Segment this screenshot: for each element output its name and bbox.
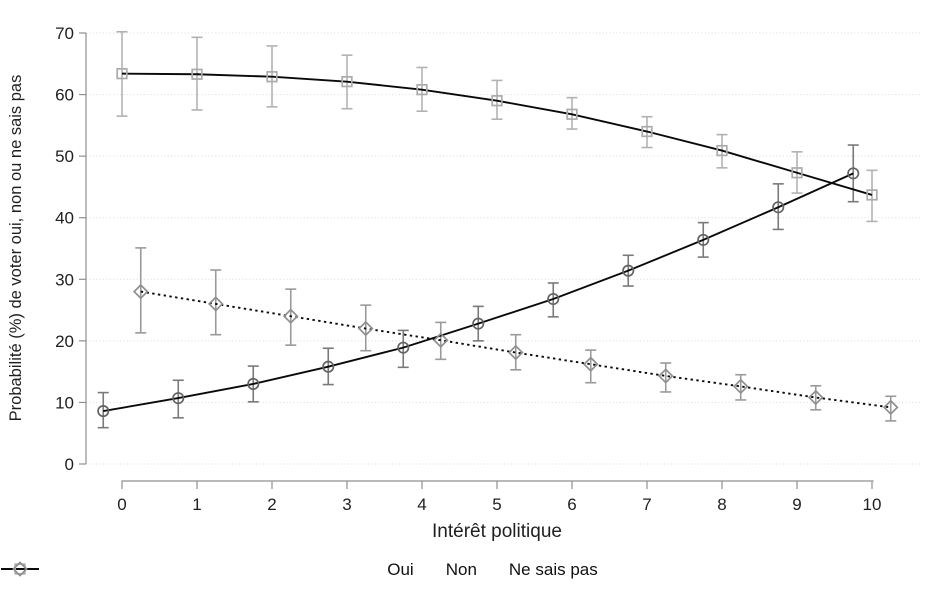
line-oui <box>103 172 854 412</box>
y-tick-label: 70 <box>55 24 74 43</box>
error-bars-non <box>116 30 878 223</box>
x-tick-label: 8 <box>717 495 726 514</box>
legend-item-non: Non <box>1 560 477 579</box>
x-tick-label: 5 <box>492 495 501 514</box>
y-tick-label: 10 <box>55 393 74 412</box>
y-axis: 0 10 20 30 40 50 60 70 <box>55 24 87 474</box>
x-axis-title: Intérêt politique <box>432 521 562 542</box>
markers-ne-sais-pas <box>132 283 899 416</box>
x-tick-label: 6 <box>567 495 576 514</box>
y-tick-label: 20 <box>55 332 74 351</box>
x-tick-label: 10 <box>863 495 882 514</box>
x-tick-label: 1 <box>192 495 201 514</box>
x-tick-label: 3 <box>342 495 351 514</box>
x-tick-label: 0 <box>117 495 126 514</box>
x-tick-label: 4 <box>417 495 426 514</box>
markers-non <box>116 67 878 201</box>
line-ne-sais-pas <box>140 290 891 409</box>
legend-label-non: Non <box>445 560 477 579</box>
y-tick-label: 40 <box>55 209 74 228</box>
x-tick-label: 2 <box>267 495 276 514</box>
y-tick-label: 0 <box>65 455 74 474</box>
x-tick-label: 9 <box>792 495 801 514</box>
line-non <box>121 72 873 196</box>
legend: Oui Non Ne sais pas <box>0 561 925 578</box>
y-tick-label: 30 <box>55 270 74 289</box>
ne-sais-pas-line-diamond-icon <box>1 561 39 577</box>
gridlines <box>86 32 921 465</box>
error-bars-oui <box>97 144 859 429</box>
legend-item-oui: Oui <box>1 560 414 579</box>
legend-label-oui: Oui <box>387 560 414 579</box>
markers-oui <box>97 167 860 418</box>
y-axis-title: Probabilité (%) de voter oui, non ou ne … <box>7 75 25 422</box>
legend-label-ne-sais-pas: Ne sais pas <box>508 560 598 579</box>
y-tick-label: 60 <box>55 86 74 105</box>
error-bars-ne-sais-pas <box>135 247 897 422</box>
x-axis: 0 1 2 3 4 5 6 7 8 9 10 <box>117 480 882 514</box>
legend-item-ne-sais-pas: Ne sais pas <box>1 560 598 579</box>
y-tick-label: 50 <box>55 147 74 166</box>
x-tick-label: 7 <box>642 495 651 514</box>
